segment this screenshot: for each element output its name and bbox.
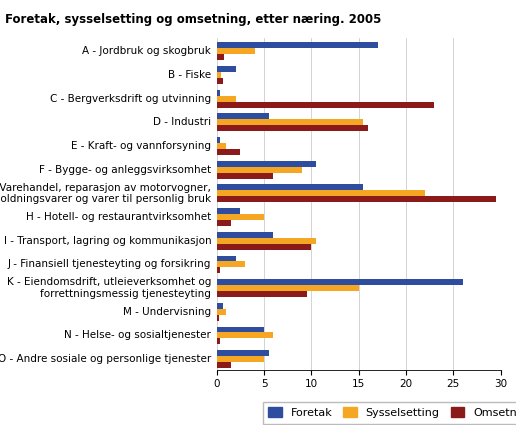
- Text: Foretak, sysselsetting og omsetning, etter næring. 2005: Foretak, sysselsetting og omsetning, ett…: [5, 13, 381, 26]
- Bar: [217, 184, 363, 190]
- Bar: [217, 303, 223, 309]
- Bar: [217, 119, 363, 125]
- Bar: [217, 356, 264, 362]
- Bar: [217, 96, 236, 102]
- Bar: [217, 167, 302, 173]
- Bar: [217, 232, 273, 238]
- Bar: [217, 66, 236, 72]
- Bar: [217, 362, 231, 368]
- Legend: Foretak, Sysselsetting, Omsetning: Foretak, Sysselsetting, Omsetning: [263, 402, 516, 424]
- Bar: [217, 314, 219, 320]
- Bar: [217, 173, 273, 178]
- Bar: [217, 220, 231, 226]
- Bar: [217, 279, 463, 285]
- Bar: [217, 72, 221, 78]
- Bar: [217, 137, 220, 143]
- Bar: [217, 244, 311, 249]
- Bar: [217, 326, 264, 332]
- Bar: [217, 285, 359, 291]
- Bar: [217, 332, 273, 338]
- Bar: [217, 161, 316, 167]
- Bar: [217, 102, 434, 108]
- Bar: [217, 350, 269, 356]
- Bar: [217, 54, 224, 60]
- Bar: [217, 125, 368, 131]
- Bar: [217, 338, 220, 344]
- Bar: [217, 261, 245, 267]
- Bar: [217, 255, 236, 261]
- Bar: [217, 238, 316, 244]
- Bar: [217, 149, 240, 155]
- Bar: [217, 42, 378, 48]
- Bar: [217, 208, 240, 214]
- Bar: [217, 291, 307, 297]
- Bar: [217, 143, 226, 149]
- Bar: [217, 309, 226, 314]
- Bar: [217, 113, 269, 119]
- Bar: [217, 48, 254, 54]
- Bar: [217, 267, 220, 273]
- Bar: [217, 196, 496, 202]
- Bar: [217, 214, 264, 220]
- Bar: [217, 90, 220, 96]
- Bar: [217, 190, 425, 196]
- Bar: [217, 78, 223, 84]
